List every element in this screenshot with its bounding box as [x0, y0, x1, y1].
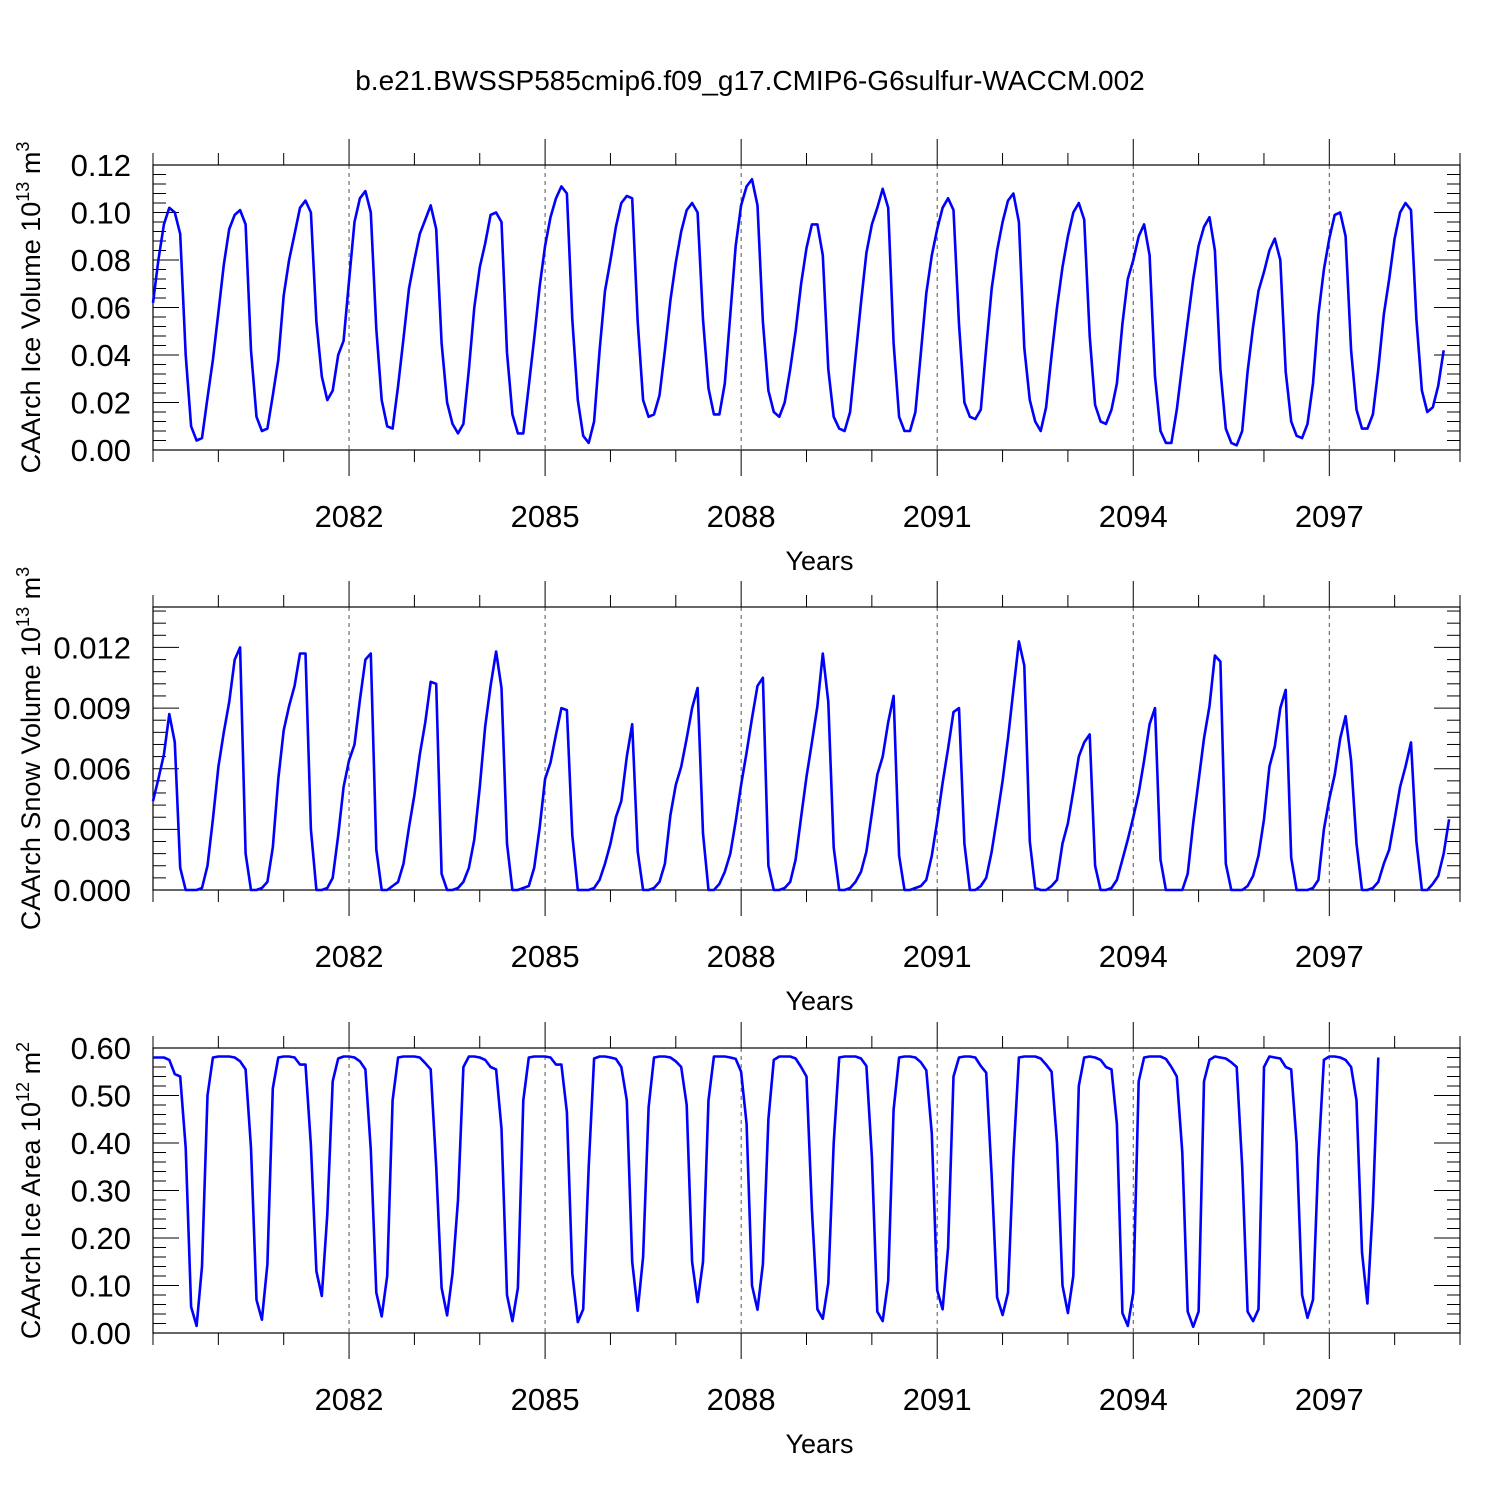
x-tick-label: 2088: [707, 1382, 776, 1417]
x-tick-label: 2082: [315, 939, 384, 974]
plot-frame: [152, 606, 1461, 891]
x-tick-label: 2094: [1099, 499, 1168, 534]
x-axis-label: Years: [785, 986, 853, 1016]
series-line-1: [151, 178, 1445, 447]
y-tick-label: 0.60: [71, 1031, 131, 1066]
y-axis-label: CAArch Snow Volume 1013 m3: [13, 567, 46, 930]
x-tick-label: 2094: [1099, 939, 1168, 974]
x-tick-label: 2097: [1295, 939, 1364, 974]
y-tick-label: 0.00: [71, 1316, 131, 1351]
y-tick-label: 0.04: [71, 338, 131, 373]
x-tick-label: 2082: [315, 499, 384, 534]
y-tick-label: 0.012: [53, 630, 131, 665]
y-tick-label: 0.00: [71, 433, 131, 468]
plot-frame: [152, 1047, 1461, 1334]
x-tick-label: 2094: [1099, 1382, 1168, 1417]
y-tick-label: 0.08: [71, 243, 131, 278]
plot-frame: [152, 164, 1461, 451]
x-tick-label: 2085: [511, 1382, 580, 1417]
y-tick-label: 0.20: [71, 1221, 131, 1256]
x-axis-label: Years: [785, 1429, 853, 1459]
series-line-1: [151, 640, 1451, 892]
y-tick-label: 0.30: [71, 1174, 131, 1209]
x-tick-label: 2085: [511, 499, 580, 534]
y-tick-label: 0.10: [71, 196, 131, 231]
x-tick-label: 2082: [315, 1382, 384, 1417]
y-tick-label: 0.12: [71, 148, 131, 183]
chart-panel-2: 0.000 0.003 0.006 0.009 0.012 2082 2085 2088 209…: [13, 567, 1461, 1016]
y-tick-label: 0.50: [71, 1079, 131, 1114]
series-line-1: [153, 1055, 1380, 1329]
chart-panel-3: 0.00 0.10 0.20 0.30 0.40 0.50 0.60 2082 2085 2088…: [13, 1022, 1461, 1459]
x-tick-label: 2097: [1295, 1382, 1364, 1417]
x-tick-label: 2085: [511, 939, 580, 974]
chart-panel-1: 0.00 0.02 0.04 0.06 0.08 0.10 0.12 2082 2085 2088…: [13, 139, 1461, 576]
y-tick-label: 0.003: [53, 812, 131, 847]
y-axis-label: CAArch Ice Area 1012 m2: [13, 1042, 46, 1339]
y-axis-label: CAArch Ice Volume 1013 m3: [13, 142, 46, 474]
x-tick-label: 2091: [903, 1382, 972, 1417]
x-tick-label: 2091: [903, 499, 972, 534]
x-axis-label: Years: [785, 546, 853, 576]
panels: 0.00 0.02 0.04 0.06 0.08 0.10 0.12 2082 2085 2088…: [13, 139, 1461, 1459]
x-tick-label: 2097: [1295, 499, 1364, 534]
figure-title: b.e21.BWSSP585cmip6.f09_g17.CMIP6-G6sulf…: [355, 65, 1145, 96]
x-tick-label: 2091: [903, 939, 972, 974]
y-tick-label: 0.000: [53, 873, 131, 908]
y-tick-label: 0.02: [71, 386, 131, 421]
x-tick-label: 2088: [707, 499, 776, 534]
x-tick-label: 2088: [707, 939, 776, 974]
y-tick-label: 0.009: [53, 691, 131, 726]
y-tick-label: 0.40: [71, 1126, 131, 1161]
y-tick-label: 0.006: [53, 752, 131, 787]
y-tick-label: 0.06: [71, 291, 131, 326]
y-tick-label: 0.10: [71, 1269, 131, 1304]
